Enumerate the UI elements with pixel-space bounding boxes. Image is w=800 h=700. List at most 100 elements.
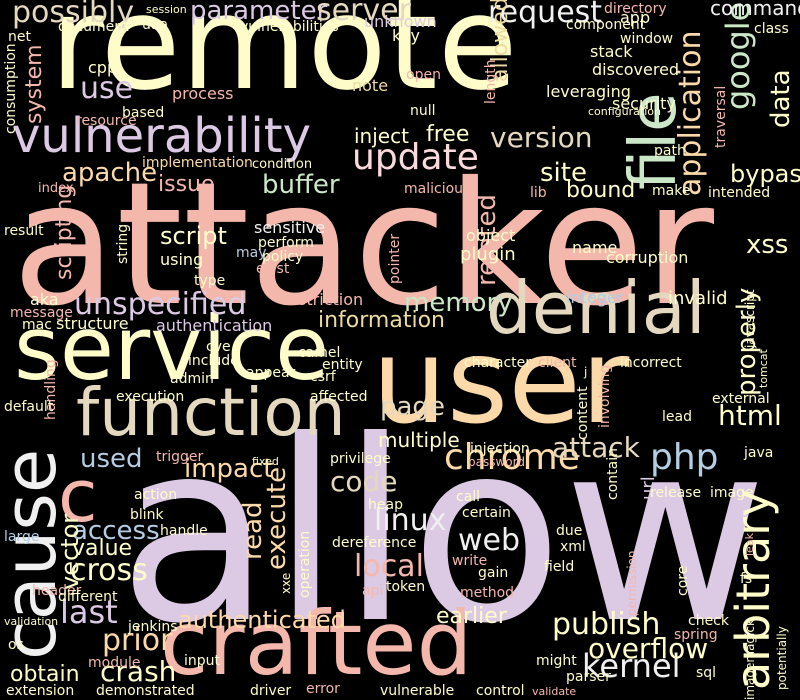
word-type: type <box>194 273 226 289</box>
word-csrf: csrf <box>310 369 336 385</box>
word-leak: leak <box>743 533 756 556</box>
word-overflow: overflow <box>588 632 709 665</box>
word-heap: heap <box>368 497 403 513</box>
word-prior: prior <box>102 623 173 658</box>
word-leveraging: leveraging <box>546 82 631 101</box>
word-character: character <box>464 355 532 371</box>
word-content: content <box>575 386 591 440</box>
word-free: free <box>426 122 470 147</box>
word-sensitive: sensitive <box>254 218 326 237</box>
word-session: session <box>146 3 187 16</box>
word-crafted: crafted <box>160 592 473 695</box>
word-class: class <box>754 21 789 37</box>
word-input: input <box>184 653 221 669</box>
word-xml: xml <box>560 539 586 555</box>
word-result: result <box>4 223 44 239</box>
word-policy: policy <box>262 249 304 265</box>
word-length: length <box>483 59 499 104</box>
word-condition: condition <box>252 157 313 172</box>
word-stack: stack <box>590 42 633 61</box>
word-based: based <box>122 105 165 121</box>
word-implementation: implementation <box>142 155 253 171</box>
word-injection: injection <box>470 441 530 457</box>
word-pointer: pointer <box>387 233 403 284</box>
word-core: core <box>675 565 691 596</box>
word-external: external <box>712 391 770 407</box>
word-handling: handling <box>43 359 59 420</box>
word-version: version <box>490 121 593 154</box>
word-password: password <box>468 455 525 469</box>
word-value: value <box>72 536 133 561</box>
word-validation: validation <box>4 615 59 628</box>
word-process: process <box>172 84 234 103</box>
word-aka: aka <box>30 290 59 309</box>
word-server: server <box>316 0 411 28</box>
word-exist: exist <box>256 261 290 277</box>
word-might: might <box>536 653 577 669</box>
word-perform: perform <box>258 235 314 251</box>
word-resource: resource <box>76 113 137 129</box>
word-attack: attack <box>552 431 640 464</box>
word-demonstrated: demonstrated <box>96 683 195 699</box>
word-access: access <box>72 516 160 546</box>
word-traversal: traversal <box>713 85 729 148</box>
word-action: action <box>134 487 178 503</box>
word-directory: directory <box>604 1 667 17</box>
word-malicious: malicious <box>404 181 471 197</box>
word-execute: execute <box>262 466 292 570</box>
word-javascript: javascript <box>743 289 757 348</box>
word-use: use <box>80 71 134 106</box>
word-local: local <box>354 549 424 584</box>
word-application: application <box>673 30 708 196</box>
word-appear: appear <box>246 365 296 381</box>
word-path: path <box>654 143 686 159</box>
word-validate: validate <box>532 685 577 698</box>
word-vulnerabilities: vulnerabilities <box>240 19 339 35</box>
word-obtain: obtain <box>10 662 80 687</box>
word-bypass: bypass <box>730 160 800 188</box>
word-issue: issue <box>158 172 215 197</box>
word-operation: operation <box>297 530 313 598</box>
word-vulnerable: vulnerable <box>380 683 455 699</box>
word-earlier: earlier <box>436 604 507 629</box>
word-dereference: dereference <box>332 535 417 551</box>
word-null: null <box>410 103 436 119</box>
word-open: open <box>406 67 441 83</box>
word-camel: camel <box>298 345 341 361</box>
word-corruption: corruption <box>606 248 689 267</box>
word-integer: integer <box>566 288 624 307</box>
word-consumption: consumption <box>3 43 19 134</box>
word-due: due <box>556 523 583 539</box>
word-xxe: xxe <box>279 572 293 594</box>
word-structure: structure <box>56 314 129 333</box>
word-message: message <box>10 305 73 321</box>
word-unknown: unknown <box>364 12 437 31</box>
word-information: information <box>318 308 445 333</box>
word-vulnerability: vulnerability <box>12 108 311 164</box>
word-sql: sql <box>696 665 717 681</box>
word-header: header <box>32 583 82 599</box>
word-control: control <box>476 683 525 699</box>
word-write: write <box>452 553 488 569</box>
word-trigger: trigger <box>156 449 204 465</box>
word-memory: memory <box>404 288 513 318</box>
word-j: j <box>584 365 588 379</box>
word-page: page <box>380 392 445 422</box>
word-may: may <box>236 245 267 261</box>
word-client: client <box>538 355 577 371</box>
word-user: user <box>372 312 630 450</box>
word-jenkins: jenkins <box>128 619 178 635</box>
word-entity: entity <box>322 357 363 373</box>
word-multiple: multiple <box>378 428 460 452</box>
word-tomcat: tomcat <box>757 349 770 388</box>
word-gain: gain <box>478 565 509 581</box>
word-extension: extension <box>6 683 75 699</box>
word-os: os <box>8 637 24 653</box>
word-lib: lib <box>530 185 547 201</box>
word-discovered: discovered <box>592 60 680 79</box>
word-image: image <box>710 485 754 501</box>
word-uaa: uaa <box>142 17 169 33</box>
word-restriction: restriction <box>282 290 364 309</box>
word-app: app <box>620 8 651 27</box>
word-incorrect: incorrect <box>620 355 682 371</box>
